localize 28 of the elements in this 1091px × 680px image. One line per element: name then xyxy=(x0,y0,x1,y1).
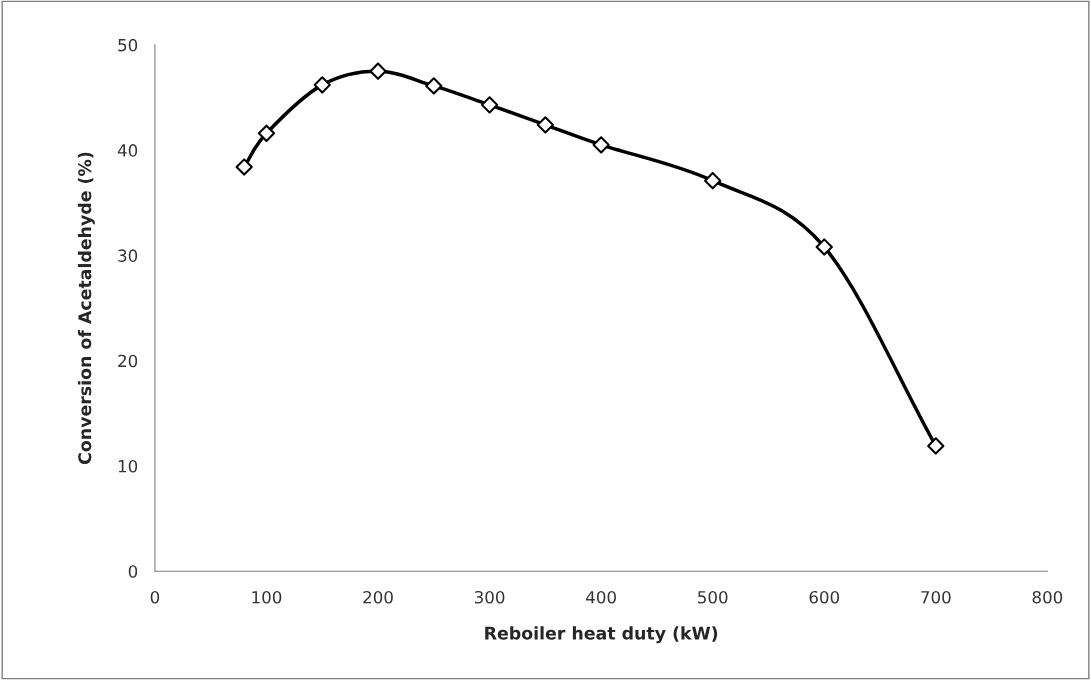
x-tick-label: 700 xyxy=(921,590,951,604)
y-tick-label: 20 xyxy=(118,354,138,368)
x-tick-label: 0 xyxy=(150,590,160,604)
point xyxy=(927,437,945,455)
y-tick-label: 30 xyxy=(118,249,138,262)
point xyxy=(480,96,499,114)
point xyxy=(235,158,253,176)
y-axis-title: Conversion of Acetaldehyde (%) xyxy=(77,152,95,465)
y-tick-label: 10 xyxy=(118,459,138,473)
x-tick-label: 600 xyxy=(809,590,840,604)
point xyxy=(592,136,610,154)
x-tick-label: 300 xyxy=(474,590,505,604)
point xyxy=(369,62,387,80)
y-tick-label: 40 xyxy=(117,144,138,157)
x-tick-label: 100 xyxy=(252,590,282,604)
y-tick-label: 50 xyxy=(118,38,138,52)
x-axis-title: Reboiler heat duty (kW) xyxy=(485,626,718,644)
x-tick-label: 400 xyxy=(586,590,616,604)
point xyxy=(425,77,443,95)
y-tick-label: 0 xyxy=(128,565,138,578)
point xyxy=(536,116,555,134)
point xyxy=(815,238,833,256)
point xyxy=(313,76,331,94)
x-tick-label: 800 xyxy=(1032,590,1063,604)
point xyxy=(704,172,722,190)
point xyxy=(257,124,276,142)
x-tick-label: 500 xyxy=(698,590,728,604)
x-tick-label: 200 xyxy=(363,590,393,604)
